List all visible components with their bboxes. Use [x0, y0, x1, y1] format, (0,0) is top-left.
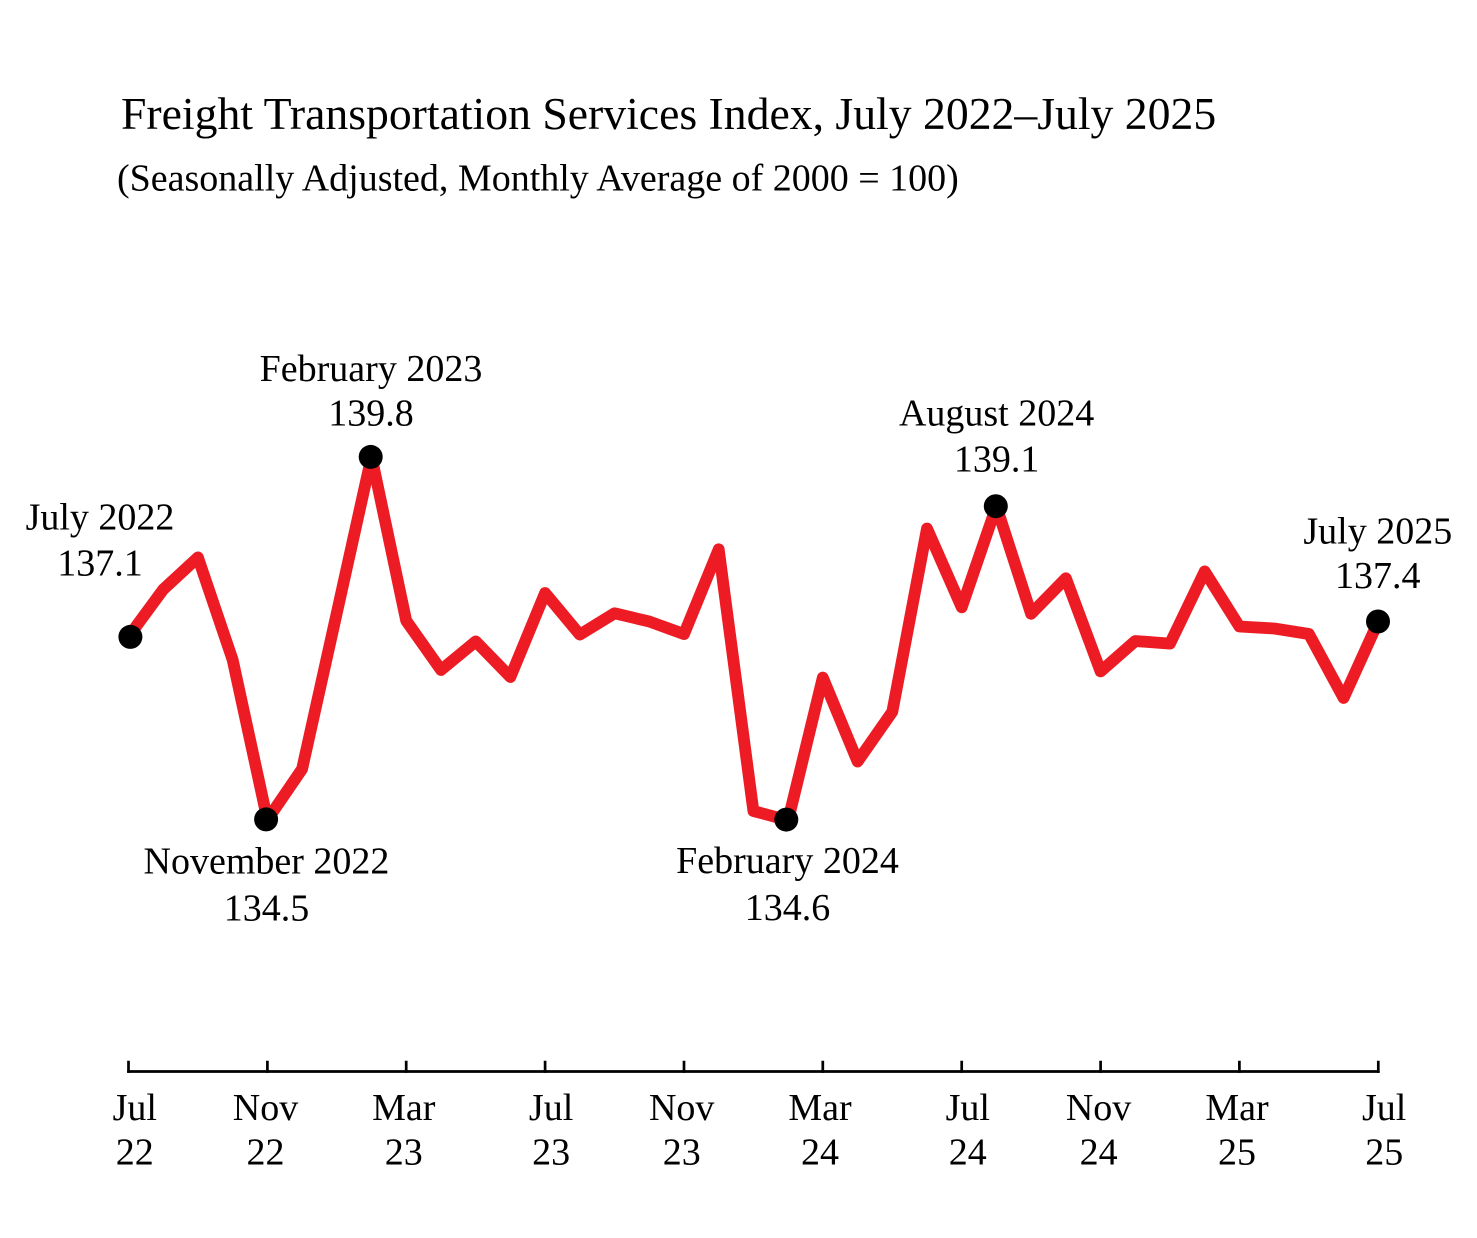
- svg-text:24: 24: [801, 1132, 839, 1174]
- svg-text:23: 23: [532, 1132, 570, 1174]
- svg-text:137.4: 137.4: [1335, 555, 1421, 597]
- svg-text:(Seasonally Adjusted, Monthly: (Seasonally Adjusted, Monthly Average of…: [117, 158, 959, 200]
- svg-text:139.1: 139.1: [954, 438, 1040, 480]
- svg-text:22: 22: [116, 1132, 154, 1174]
- svg-text:February 2024: February 2024: [676, 840, 899, 882]
- svg-text:23: 23: [663, 1132, 701, 1174]
- svg-text:23: 23: [385, 1132, 423, 1174]
- svg-text:August 2024: August 2024: [899, 393, 1094, 435]
- svg-text:Jul: Jul: [113, 1087, 157, 1129]
- svg-text:Mar: Mar: [372, 1087, 436, 1129]
- svg-text:Nov: Nov: [649, 1087, 714, 1129]
- svg-text:24: 24: [1080, 1132, 1118, 1174]
- svg-text:November 2022: November 2022: [144, 841, 390, 883]
- svg-text:Nov: Nov: [233, 1087, 298, 1129]
- svg-text:22: 22: [247, 1132, 285, 1174]
- svg-text:July 2022: July 2022: [26, 497, 175, 539]
- svg-text:25: 25: [1218, 1132, 1256, 1174]
- svg-text:134.6: 134.6: [745, 887, 831, 929]
- svg-text:Jul: Jul: [529, 1087, 573, 1129]
- svg-text:Freight Transportation Service: Freight Transportation Services Index, J…: [121, 88, 1216, 139]
- svg-text:24: 24: [949, 1132, 987, 1174]
- svg-text:Mar: Mar: [788, 1087, 852, 1129]
- svg-text:February 2023: February 2023: [260, 348, 483, 390]
- svg-text:Mar: Mar: [1205, 1087, 1269, 1129]
- svg-text:139.8: 139.8: [328, 393, 414, 435]
- svg-text:Jul: Jul: [946, 1087, 990, 1129]
- svg-text:Jul: Jul: [1362, 1087, 1406, 1129]
- svg-text:25: 25: [1365, 1132, 1403, 1174]
- svg-text:July 2025: July 2025: [1303, 510, 1452, 552]
- svg-text:134.5: 134.5: [224, 887, 310, 929]
- svg-text:Nov: Nov: [1066, 1087, 1131, 1129]
- svg-text:137.1: 137.1: [57, 543, 143, 585]
